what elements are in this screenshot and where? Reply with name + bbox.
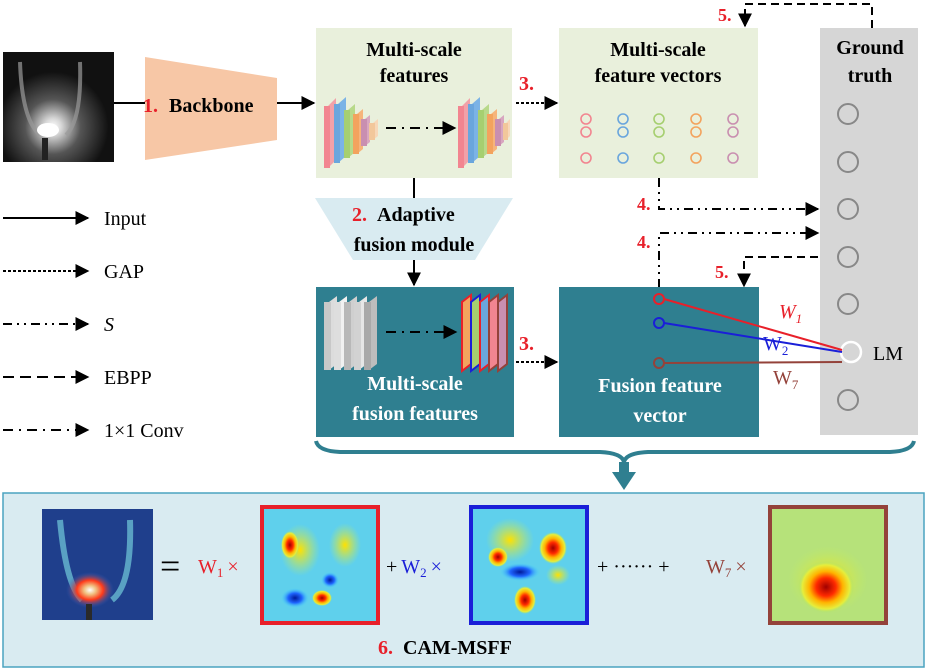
multi-scale-features-box: Multi-scale features	[316, 28, 512, 178]
msfv-title-line2: feature vectors	[595, 65, 722, 87]
arrow-ebpp-mid	[737, 256, 818, 288]
weight-label-w1: W1	[779, 301, 802, 326]
msff-title-line1: Multi-scale	[367, 373, 463, 395]
backbone-block: 1. Backbone	[143, 57, 277, 160]
feature-vector-circles	[580, 113, 739, 164]
heatmap-w2	[469, 505, 589, 625]
weight-line-w1	[663, 298, 843, 351]
input-image	[3, 52, 114, 162]
weight-line-w7	[663, 361, 843, 364]
step-gap-top: 3.	[519, 73, 534, 95]
gray-stack	[324, 296, 377, 370]
ffv-title-line1: Fusion feature	[598, 375, 722, 397]
colored-stack	[461, 292, 508, 374]
ffv-title-line2: vector	[633, 405, 686, 427]
msfv-title-line1: Multi-scale	[610, 39, 706, 61]
multi-scale-fusion-features-box: Multi-scale fusion features	[316, 287, 514, 437]
afm-title-line2: fusion module	[354, 234, 475, 256]
feature-stack-right	[458, 97, 510, 168]
weight-line-w2	[663, 322, 843, 353]
cam-overlay-image	[42, 509, 153, 620]
msff-title-line2: fusion features	[352, 403, 478, 425]
msf-title-line2: features	[380, 65, 449, 87]
ground-truth-column: Ground truth LM	[820, 28, 918, 435]
eq-equals: =	[160, 546, 180, 586]
backbone-step: 1.	[143, 95, 158, 117]
brace-arrow-head	[612, 472, 636, 490]
step-ebpp-mid: 5.	[715, 262, 729, 282]
backbone-label: Backbone	[169, 95, 254, 117]
gt-title-line1: Ground	[836, 37, 903, 59]
cam-step: 6.	[378, 637, 393, 659]
afm-title-line1: Adaptive	[377, 204, 455, 226]
legend: Input GAP S EBPP 1×1 Conv	[3, 208, 184, 442]
cam-msff-panel: = W1 × + W2 × + ······ + W7 ×	[2, 492, 925, 668]
gt-title-line2: truth	[848, 65, 892, 87]
step-ebpp-top: 5.	[718, 5, 732, 25]
eq-w1: W1 ×	[198, 556, 239, 580]
step-s-top: 4.	[637, 194, 651, 214]
legend-label-input: Input	[104, 208, 147, 230]
eq-w7: W7 ×	[706, 556, 747, 580]
legend-label-conv: 1×1 Conv	[104, 420, 184, 442]
legend-label-gap: GAP	[104, 261, 144, 283]
cam-title: CAM-MSFF	[403, 637, 512, 659]
eq-plus2: + ······ +	[597, 556, 670, 578]
legend-label-s: S	[104, 314, 114, 336]
brace-arrow-stem	[619, 462, 629, 474]
arrow-s-bottom	[658, 226, 820, 288]
brace	[314, 440, 916, 463]
weight-label-w2: W2	[763, 333, 788, 358]
lm-label: LM	[873, 343, 903, 365]
afm-step: 2.	[352, 204, 367, 226]
arrow-ebpp-top	[738, 3, 873, 28]
heatmap-w1	[260, 505, 380, 625]
msf-title-line1: Multi-scale	[366, 39, 462, 61]
weight-label-w7: W7	[773, 367, 799, 392]
eq-plus1: + W2 ×	[386, 556, 442, 580]
multi-scale-feature-vectors-box: Multi-scale feature vectors	[559, 28, 758, 178]
step-s-bottom: 4.	[637, 232, 651, 252]
feature-stack-left	[324, 97, 378, 168]
legend-label-ebpp: EBPP	[104, 367, 152, 389]
heatmap-w7	[768, 505, 888, 625]
gt-circles	[837, 103, 859, 411]
adaptive-fusion-module: 2. Adaptive fusion module	[315, 198, 513, 260]
step-gap-bottom: 3.	[519, 333, 534, 355]
arrow-s-top	[658, 178, 820, 216]
